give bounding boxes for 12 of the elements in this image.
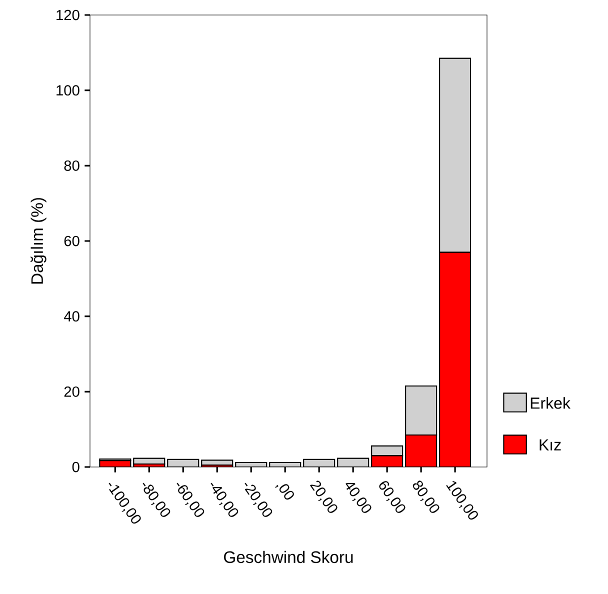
y-tick-label: 120 bbox=[56, 10, 80, 20]
y-tick-label: 20 bbox=[64, 386, 80, 397]
legend-label: Erkek bbox=[530, 397, 570, 409]
y-tick-label: 0 bbox=[72, 462, 80, 472]
y-tick-label: 60 bbox=[64, 236, 80, 246]
x-tick-label: ,00 bbox=[274, 484, 294, 500]
y-tick-label: 80 bbox=[64, 160, 80, 171]
x-axis-title: Geschwind Skoru bbox=[224, 550, 353, 564]
legend-label: Kız bbox=[540, 439, 561, 450]
y-tick-label: 100 bbox=[56, 85, 80, 96]
y-axis-title: Dağılım (%) bbox=[30, 198, 46, 284]
y-tick-label: 40 bbox=[64, 311, 80, 322]
